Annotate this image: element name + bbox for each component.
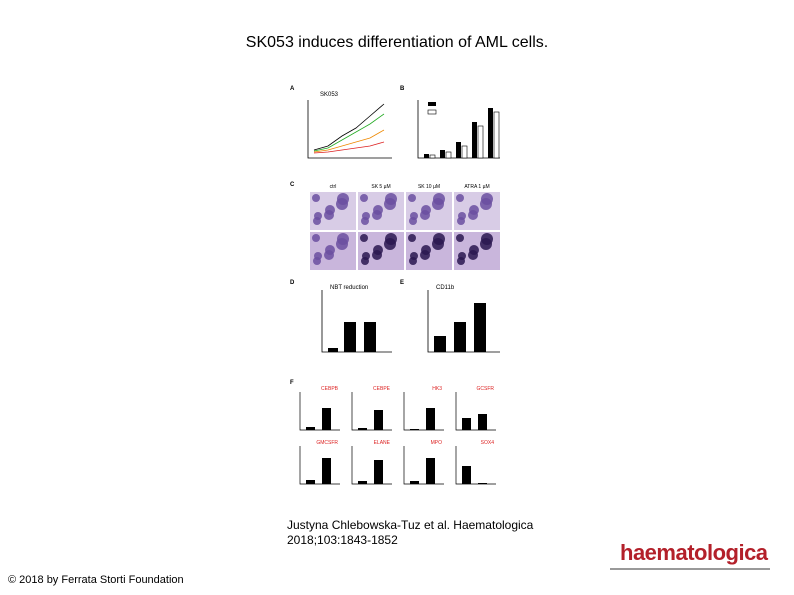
panel-label: F	[290, 380, 294, 386]
cell	[410, 252, 418, 260]
axis	[351, 446, 392, 485]
cell	[469, 205, 479, 215]
bar	[462, 418, 471, 430]
column-label: ATRA 1 µM	[464, 184, 489, 190]
bar	[426, 408, 435, 430]
logo-rule	[610, 568, 770, 570]
cell	[410, 212, 418, 220]
cell	[469, 245, 479, 255]
bar	[410, 481, 419, 484]
cell	[421, 205, 431, 215]
cell	[385, 193, 397, 205]
cell	[456, 194, 464, 202]
cell	[481, 233, 493, 245]
bar	[374, 460, 383, 484]
gene-label: HK3	[432, 386, 442, 392]
cell	[312, 234, 320, 242]
gene-label: SOX4	[481, 440, 495, 446]
cell	[360, 234, 368, 242]
axis	[403, 446, 444, 485]
cell	[458, 252, 466, 260]
bar	[322, 408, 331, 430]
citation: Justyna Chlebowska-Tuz et al. Haematolog…	[287, 518, 533, 548]
cell	[337, 233, 349, 245]
panel-label: D	[290, 280, 295, 286]
panel-title: NBT reduction	[330, 285, 368, 291]
column-label: ctrl	[330, 184, 337, 190]
bar	[374, 410, 383, 430]
cell	[373, 245, 383, 255]
copyright: © 2018 by Ferrata Storti Foundation	[8, 574, 184, 586]
axis	[351, 392, 392, 431]
bar	[410, 429, 419, 430]
gene-label: MPO	[431, 440, 443, 446]
citation-line: Justyna Chlebowska-Tuz et al. Haematolog…	[287, 518, 534, 532]
cell	[385, 233, 397, 245]
panel-label: A	[290, 86, 295, 92]
cell	[421, 245, 431, 255]
bar	[478, 414, 487, 430]
slide-title: SK053 induces differentiation of AML cel…	[245, 34, 549, 51]
axis	[299, 392, 340, 431]
panel-title: SK053	[320, 92, 339, 98]
bar	[358, 481, 367, 484]
cell	[433, 193, 445, 205]
gene-label: ELANE	[374, 440, 391, 446]
logo: haematologica	[620, 540, 768, 565]
cell	[433, 233, 445, 245]
axis	[403, 392, 444, 431]
column-label: SK 5 µM	[371, 184, 390, 190]
gene-label: CEBPB	[321, 386, 339, 392]
axis	[299, 446, 340, 485]
cell	[325, 245, 335, 255]
cell	[481, 193, 493, 205]
cell	[312, 194, 320, 202]
bar	[462, 466, 471, 484]
bar	[358, 428, 367, 430]
gene-label: CEBPE	[373, 386, 391, 392]
bar	[306, 480, 315, 484]
cell	[408, 234, 416, 242]
panel-label: C	[290, 182, 295, 188]
gene-label: GMCSFR	[316, 440, 338, 446]
micrographs	[310, 192, 500, 270]
cell	[337, 193, 349, 205]
panel-d-bars	[321, 290, 392, 353]
cell	[314, 252, 322, 260]
panel-label: E	[400, 280, 404, 286]
panel-title: CD11b	[436, 285, 455, 291]
cell	[456, 234, 464, 242]
cell	[458, 212, 466, 220]
panel-label: B	[400, 86, 405, 92]
panel-f-bars	[299, 392, 496, 485]
column-label: SK 10 µM	[418, 184, 440, 190]
cell	[362, 252, 370, 260]
cell	[373, 205, 383, 215]
panel-e-bars	[427, 290, 500, 353]
cell	[360, 194, 368, 202]
bar	[306, 427, 315, 430]
bar	[322, 458, 331, 484]
cell	[408, 194, 416, 202]
panel-a-axes	[307, 100, 392, 159]
citation-line: 2018;103:1843-1852	[287, 533, 398, 547]
cell	[362, 212, 370, 220]
bar	[478, 483, 487, 484]
bar	[426, 458, 435, 484]
cell	[314, 212, 322, 220]
cell	[325, 205, 335, 215]
panel-b-bars	[417, 100, 500, 159]
gene-label: GCSFR	[477, 386, 495, 392]
